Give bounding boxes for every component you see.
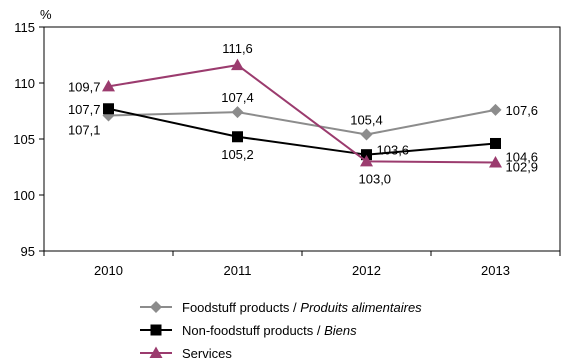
legend-label: Foodstuff products / Produits alimentair…: [182, 300, 422, 315]
legend-label-italic: Biens: [324, 323, 357, 338]
data-point-non-foodstuff: [103, 103, 114, 115]
x-tick-labels: 2010 2011 2012 2013: [94, 263, 510, 278]
data-point-non-foodstuff: [232, 131, 243, 143]
legend-label-main: Foodstuff products /: [182, 300, 300, 315]
series-group: [102, 58, 502, 168]
legend-item-foodstuff: Foodstuff products / Produits alimentair…: [140, 300, 422, 315]
data-point-non-foodstuff: [490, 137, 501, 149]
data-point-services: [360, 154, 373, 167]
y-tick-labels: 95 100 105 110 115: [13, 20, 35, 259]
legend-swatch-marker: [150, 324, 162, 336]
data-point-services: [231, 58, 244, 71]
legend-label-main: Services: [182, 346, 232, 361]
legend-swatch-marker: [150, 301, 162, 313]
data-point-services: [102, 79, 115, 92]
data-label-services: 102,9: [506, 160, 539, 175]
data-label-non-foodstuff: 105,2: [221, 147, 254, 162]
series-line-services: [108, 64, 496, 164]
data-labels: 107,1 107,4 105,4 107,6 107,7 105,2 103,6 104,6…: [68, 41, 538, 186]
data-label-non-foodstuff: 104,6: [506, 149, 539, 164]
y-tick-label: 110: [14, 76, 35, 91]
y-tick-label: 100: [13, 188, 35, 203]
series-non-foodstuff: [103, 103, 501, 161]
legend-label-italic: Produits alimentaires: [300, 300, 422, 315]
data-label-foodstuff: 107,6: [506, 103, 539, 118]
data-label-services: 111,6: [222, 41, 253, 56]
x-tick-label: 2010: [94, 263, 123, 278]
data-point-foodstuff: [231, 106, 244, 119]
data-label-non-foodstuff: 103,6: [377, 143, 410, 158]
series-line-non-foodstuff: [108, 107, 496, 156]
y-tick-label: 105: [13, 132, 35, 147]
data-label-foodstuff: 107,1: [68, 122, 101, 137]
data-label-foodstuff: 107,4: [221, 90, 254, 105]
axes: [39, 26, 561, 256]
legend-swatch-marker: [149, 346, 163, 358]
y-unit-label: %: [40, 7, 52, 22]
data-point-non-foodstuff: [361, 149, 372, 161]
series-line-foodstuff: [108, 108, 496, 136]
series-services: [102, 58, 502, 168]
data-point-foodstuff: [489, 103, 502, 116]
legend-item-services: Services: [140, 346, 232, 361]
data-point-foodstuff: [360, 128, 373, 141]
plot-frame: [43, 26, 561, 252]
legend-label: Services: [182, 346, 232, 361]
legend-label: Non-foodstuff products / Biens: [182, 323, 357, 338]
series-foodstuff: [102, 103, 502, 141]
x-tick-label: 2013: [481, 263, 510, 278]
data-label-services: 103,0: [359, 171, 392, 186]
legend-label-main: Non-foodstuff products /: [182, 323, 324, 338]
y-tick-label: 95: [21, 244, 35, 259]
data-label-services: 109,7: [68, 79, 101, 94]
legend-item-non-foodstuff: Non-foodstuff products / Biens: [140, 323, 357, 338]
y-tick-label: 115: [14, 20, 35, 35]
x-tick-label: 2011: [224, 263, 252, 278]
data-point-services: [489, 156, 502, 168]
legend: Foodstuff products / Produits alimentair…: [140, 300, 422, 361]
x-tick-label: 2012: [352, 263, 381, 278]
data-label-foodstuff: 105,4: [350, 113, 383, 128]
data-label-non-foodstuff: 107,7: [68, 102, 101, 117]
